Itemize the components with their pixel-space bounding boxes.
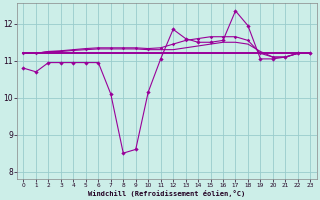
X-axis label: Windchill (Refroidissement éolien,°C): Windchill (Refroidissement éolien,°C) [88, 190, 245, 197]
